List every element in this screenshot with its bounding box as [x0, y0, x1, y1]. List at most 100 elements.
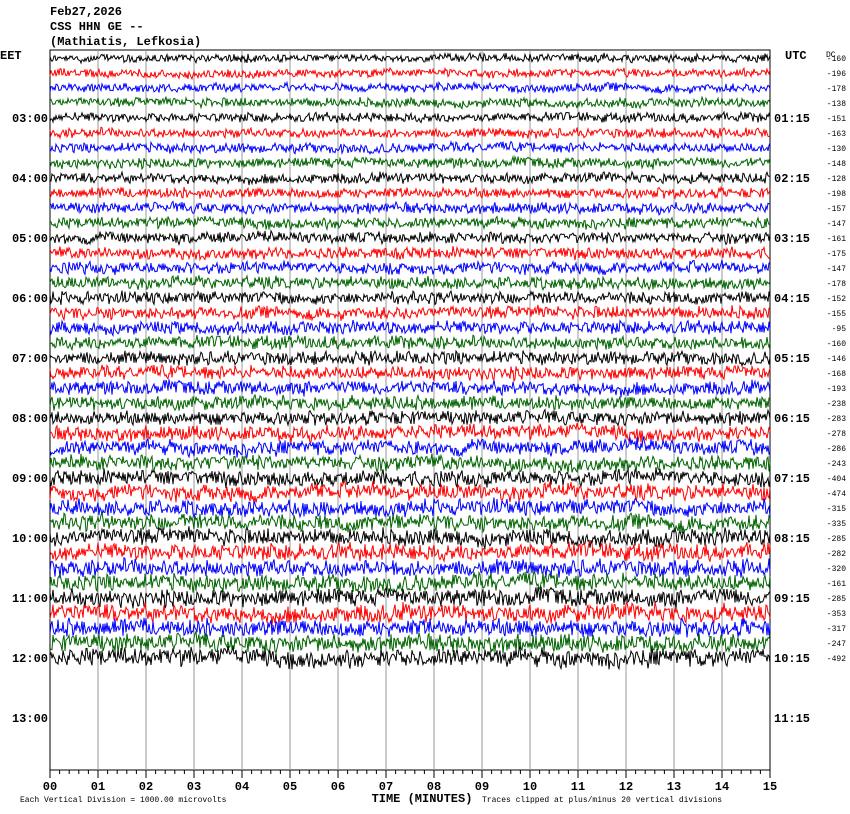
trace — [49, 629, 771, 657]
dc-label: -193 — [827, 385, 846, 394]
right-hour-label: 08:15 — [774, 532, 810, 546]
dc-label: -285 — [827, 535, 846, 544]
left-hour-label: 04:00 — [12, 172, 48, 186]
dc-label: -282 — [827, 550, 846, 559]
dc-label: -317 — [827, 625, 846, 634]
dc-label: -95 — [832, 325, 847, 334]
right-hour-label: 03:15 — [774, 232, 810, 246]
trace — [49, 304, 771, 322]
x-tick-label: 06 — [331, 780, 345, 794]
right-axis-title: UTC — [785, 49, 807, 63]
trace — [49, 436, 771, 459]
clip-note: Traces clipped at plus/minus 20 vertical… — [482, 796, 722, 805]
trace — [49, 274, 771, 292]
left-hour-label: 09:00 — [12, 472, 48, 486]
dc-label: -178 — [827, 280, 846, 289]
trace — [49, 453, 771, 474]
dc-label: -353 — [827, 610, 846, 619]
trace — [49, 80, 771, 95]
right-hour-label: 09:15 — [774, 592, 810, 606]
dc-label: -286 — [827, 445, 846, 454]
left-hour-label: 08:00 — [12, 412, 48, 426]
dc-label: -238 — [827, 400, 846, 409]
dc-label: -155 — [827, 310, 846, 319]
left-hour-label: 03:00 — [12, 112, 48, 126]
trace — [49, 139, 771, 156]
left-axis-title: EET — [0, 49, 22, 63]
x-tick-label: 15 — [763, 780, 777, 794]
trace — [49, 617, 771, 639]
trace — [49, 95, 771, 110]
x-tick-label: 10 — [523, 780, 537, 794]
dc-label: -168 — [827, 370, 846, 379]
left-hour-label: 11:00 — [12, 592, 48, 606]
station: CSS HHN GE -- — [50, 20, 144, 34]
x-tick-label: 13 — [667, 780, 681, 794]
trace — [49, 245, 771, 262]
x-tick-label: 12 — [619, 780, 633, 794]
trace — [49, 645, 771, 671]
x-tick-label: 03 — [187, 780, 201, 794]
trace — [49, 126, 771, 140]
dc-label: -152 — [827, 295, 846, 304]
trace — [49, 66, 771, 81]
dc-label: -283 — [827, 415, 846, 424]
dc-label: -243 — [827, 460, 846, 469]
trace — [49, 349, 771, 368]
right-hour-label: 10:15 — [774, 652, 810, 666]
trace — [49, 185, 771, 201]
trace — [49, 467, 771, 489]
right-hour-label: 05:15 — [774, 352, 810, 366]
trace — [49, 155, 771, 171]
trace — [49, 200, 771, 216]
right-hour-label: 06:15 — [774, 412, 810, 426]
trace — [49, 497, 771, 519]
x-tick-label: 01 — [91, 780, 105, 794]
trace — [49, 421, 771, 444]
dc-label: -178 — [827, 85, 846, 94]
x-tick-label: 08 — [427, 780, 441, 794]
right-hour-label: 07:15 — [774, 472, 810, 486]
trace — [49, 215, 771, 232]
dc-label: -160 — [827, 55, 846, 64]
x-tick-label: 00 — [43, 780, 57, 794]
left-hour-label: 05:00 — [12, 232, 48, 246]
left-hour-label: 10:00 — [12, 532, 48, 546]
location: (Mathiatis, Lefkosia) — [50, 35, 201, 49]
trace — [49, 480, 771, 503]
x-tick-label: 02 — [139, 780, 153, 794]
left-hour-label: 06:00 — [12, 292, 48, 306]
date: Feb27,2026 — [50, 5, 122, 19]
trace — [49, 511, 771, 534]
x-axis-title: TIME (MINUTES) — [372, 792, 473, 806]
trace — [49, 379, 771, 398]
x-tick-label: 11 — [571, 780, 585, 794]
trace — [49, 319, 771, 337]
dc-label: -285 — [827, 595, 846, 604]
dc-label: -148 — [827, 160, 846, 169]
dc-label: -198 — [827, 190, 846, 199]
left-hour-label: 12:00 — [12, 652, 48, 666]
dc-label: -157 — [827, 205, 846, 214]
dc-label: -335 — [827, 520, 846, 529]
dc-label: -247 — [827, 640, 846, 649]
trace — [49, 289, 771, 306]
dc-label: -315 — [827, 505, 846, 514]
x-tick-label: 14 — [715, 780, 729, 794]
dc-label: -163 — [827, 130, 846, 139]
dc-label: -138 — [827, 100, 846, 109]
trace — [49, 408, 771, 428]
trace — [49, 556, 771, 579]
dc-label: -161 — [827, 580, 846, 589]
plot-frame — [49, 49, 771, 771]
x-tick-label: 04 — [235, 780, 249, 794]
left-hour-label: 13:00 — [12, 712, 48, 726]
trace — [49, 586, 771, 610]
trace — [49, 333, 771, 352]
trace — [49, 526, 771, 551]
x-tick-label: 05 — [283, 780, 297, 794]
left-hour-label: 07:00 — [12, 352, 48, 366]
dc-label: -175 — [827, 250, 846, 259]
dc-label: -151 — [827, 115, 846, 124]
